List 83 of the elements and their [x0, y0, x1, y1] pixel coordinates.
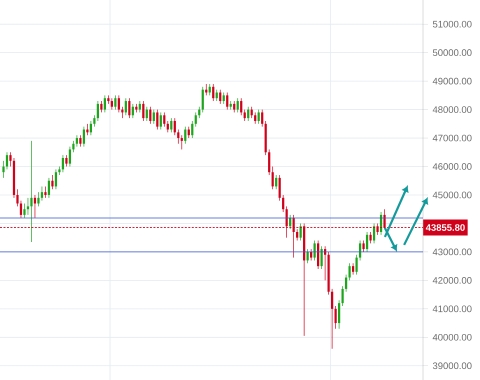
- candlestick: [51, 174, 54, 190]
- candlestick: [93, 114, 96, 128]
- y-tick-label: 39000.00: [432, 362, 472, 370]
- y-tick-label: 43000.00: [432, 248, 472, 256]
- candlestick: [156, 109, 158, 130]
- candlestick: [254, 112, 256, 124]
- candlestick: [86, 123, 89, 136]
- candlestick: [170, 118, 172, 133]
- y-tick-label: 47000.00: [432, 134, 472, 142]
- y-tick-label: 46000.00: [432, 163, 472, 170]
- candlestick: [233, 100, 236, 113]
- candlestick: [275, 174, 278, 190]
- candlestick: [306, 248, 309, 264]
- candlestick: [250, 106, 253, 118]
- candlestick: [258, 109, 260, 124]
- candlestick: [191, 120, 194, 138]
- candlestick: [240, 98, 242, 116]
- candlestick: [272, 166, 274, 190]
- candlestick: [152, 109, 155, 124]
- candlestick: [20, 200, 22, 218]
- y-tick-label: 51000.00: [432, 20, 472, 28]
- candlestick: [146, 106, 148, 122]
- candlestick: [44, 186, 47, 198]
- candlestick: [142, 100, 144, 122]
- candlestick: [355, 254, 358, 276]
- candlestick: [23, 203, 26, 218]
- candlestick: [226, 92, 228, 110]
- candlestick: [40, 186, 44, 202]
- candlestick: [314, 240, 316, 261]
- candlestick: [236, 98, 239, 113]
- candlestick: [208, 84, 211, 96]
- ref-line-label: 43855.80: [426, 224, 465, 231]
- candlestick: [72, 140, 75, 153]
- candlestick: [300, 223, 302, 241]
- candlestick: [244, 109, 246, 122]
- candlestick: [278, 174, 281, 202]
- candlestick: [268, 149, 270, 176]
- candlestick: [132, 104, 134, 118]
- candlestick: [104, 95, 106, 113]
- candlestick: [118, 95, 120, 113]
- candlestick: [188, 126, 190, 138]
- candlestick: [348, 262, 351, 281]
- candlestick: [128, 98, 130, 118]
- candlestick: [352, 262, 354, 276]
- candlestick: [261, 109, 264, 128]
- candlestick: [6, 152, 8, 170]
- candlestick: [216, 89, 218, 102]
- candlestick: [222, 92, 225, 104]
- candlestick: [163, 112, 166, 128]
- candlestick: [289, 214, 292, 230]
- candlestick: [205, 84, 208, 96]
- candlestick: [149, 106, 152, 124]
- candlestick: [54, 169, 58, 190]
- y-tick-label: 42000.00: [432, 277, 472, 284]
- candlestick: [174, 118, 176, 136]
- candlestick: [124, 98, 127, 116]
- y-tick-label: 40000.00: [432, 334, 472, 341]
- candlestick: [184, 126, 186, 144]
- candlestick: [344, 274, 348, 292]
- candlestick: [212, 84, 214, 102]
- y-tick-label: 50000.00: [432, 49, 472, 56]
- candlestick: [121, 106, 124, 118]
- candlestick: [180, 134, 183, 150]
- candlestick: [198, 106, 200, 118]
- candlestick: [282, 194, 284, 212]
- candlestick: [247, 106, 250, 122]
- y-tick-label: 49000.00: [432, 78, 472, 84]
- candlestick: [219, 89, 222, 104]
- candlestick: [48, 178, 50, 198]
- candlestick: [160, 112, 162, 130]
- y-tick-label: 41000.00: [432, 305, 472, 312]
- candlestick: [202, 86, 204, 113]
- candlestick: [177, 129, 180, 144]
- y-tick-label: 48000.00: [432, 106, 472, 113]
- candlestick: [114, 95, 116, 110]
- candlestick: [166, 120, 169, 133]
- candlestick: [338, 300, 340, 330]
- candlestick: [9, 152, 12, 167]
- candlestick: [138, 100, 141, 113]
- y-tick-label: 45000.00: [432, 192, 472, 198]
- candlestick: [310, 248, 312, 261]
- candlestick: [194, 112, 197, 128]
- candlestick: [62, 154, 64, 173]
